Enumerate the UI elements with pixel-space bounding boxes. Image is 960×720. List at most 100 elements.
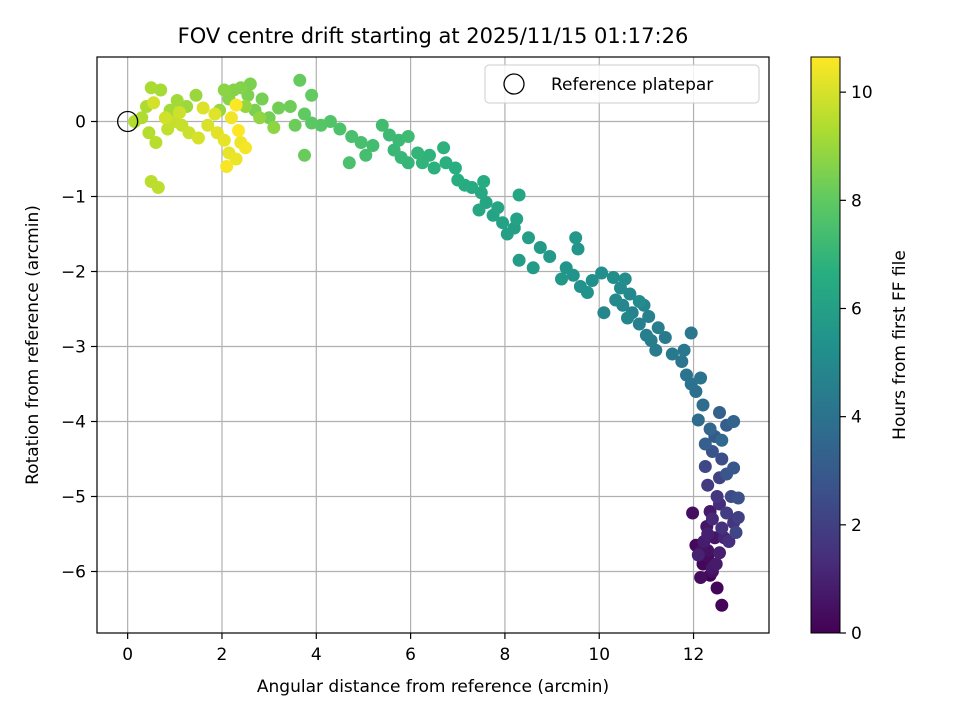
data-point [491, 201, 505, 215]
data-point [677, 343, 691, 357]
data-point [701, 527, 715, 541]
data-point [621, 311, 634, 325]
data-point [262, 111, 276, 125]
data-point [698, 437, 712, 451]
data-point [715, 598, 729, 612]
grid-lines [97, 57, 769, 633]
colorbar: 0 2 4 6 8 10 Hours from first FF file [810, 56, 910, 644]
data-point [451, 173, 465, 187]
data-point [649, 343, 663, 357]
data-point [415, 156, 429, 170]
data-point [729, 526, 743, 539]
data-point [580, 286, 594, 299]
y-axis-label: Rotation from reference (arcmin) [23, 205, 43, 485]
x-tick-label: 8 [500, 645, 511, 665]
data-point [632, 317, 646, 331]
data-point [220, 160, 234, 173]
data-point [665, 347, 679, 361]
data-point [691, 548, 705, 562]
data-point [283, 100, 297, 113]
data-point [298, 107, 311, 121]
data-point [382, 128, 396, 142]
data-point [510, 212, 524, 226]
x-tick-label: 10 [588, 645, 610, 665]
data-point [158, 111, 172, 125]
data-point [439, 156, 453, 170]
data-point [597, 306, 611, 320]
y-tick-label: −5 [61, 488, 86, 508]
data-point [189, 88, 203, 102]
data-point [715, 452, 729, 466]
data-point [232, 124, 245, 137]
data-point [437, 141, 451, 155]
data-point [267, 121, 281, 134]
data-point [366, 139, 380, 152]
colorbar-gradient [810, 56, 841, 634]
y-tick-label: −6 [61, 563, 86, 583]
data-point [710, 581, 724, 595]
data-point [217, 83, 231, 97]
data-point [151, 181, 165, 194]
data-point [512, 253, 526, 267]
reference-marker [117, 110, 139, 133]
data-point [713, 546, 726, 560]
y-tick-label: −3 [61, 338, 86, 358]
data-point [359, 148, 373, 162]
data-point [142, 126, 156, 140]
data-point [293, 73, 307, 87]
data-point [709, 557, 723, 571]
data-point [298, 148, 311, 162]
data-point [477, 175, 491, 188]
data-point [658, 331, 672, 344]
data-point [191, 131, 205, 145]
data-point [703, 422, 717, 436]
data-point [731, 511, 745, 524]
data-point [239, 141, 252, 155]
data-point [522, 231, 535, 245]
data-point [694, 371, 708, 385]
data-point [680, 368, 693, 382]
data-point [715, 433, 729, 447]
data-point [727, 415, 741, 428]
x-tick-label: 4 [311, 645, 322, 665]
data-point [710, 490, 724, 503]
data-point [500, 227, 514, 241]
legend-box [484, 64, 760, 104]
data-point [147, 96, 161, 110]
colorbar-tick-label: 6 [851, 299, 862, 319]
data-point [606, 271, 620, 284]
legend: Reference platepar [484, 64, 760, 104]
data-point [208, 107, 222, 121]
colorbar-ticks: 0 2 4 6 8 10 [840, 83, 873, 644]
data-point [691, 413, 705, 427]
data-point [229, 152, 243, 166]
data-point [229, 98, 243, 112]
data-point [288, 118, 302, 132]
data-point [401, 130, 415, 143]
x-axis-ticks: 0 2 4 6 8 10 12 [122, 633, 704, 665]
data-point [727, 461, 741, 475]
data-point [144, 81, 158, 95]
data-point [571, 242, 585, 256]
data-point [253, 111, 267, 125]
colorbar-label: Hours from first FF file [890, 250, 910, 440]
data-point [642, 310, 656, 323]
x-tick-label: 2 [217, 645, 228, 665]
data-point [427, 161, 441, 175]
data-point [255, 92, 269, 106]
x-axis-label: Angular distance from reference (arcmin) [257, 677, 609, 697]
data-point [639, 328, 653, 342]
data-point [128, 115, 142, 128]
data-point [651, 321, 665, 335]
data-points [128, 73, 745, 612]
y-tick-label: 0 [75, 113, 86, 133]
data-point [354, 136, 368, 149]
y-axis-ticks: 0 −1 −2 −3 −4 −5 −6 [61, 113, 97, 583]
data-point [715, 521, 729, 535]
data-point [533, 241, 547, 254]
data-point [411, 146, 425, 160]
colorbar-tick-label: 8 [851, 191, 862, 211]
data-point [720, 506, 734, 520]
data-point [224, 111, 238, 125]
data-point [595, 266, 609, 280]
